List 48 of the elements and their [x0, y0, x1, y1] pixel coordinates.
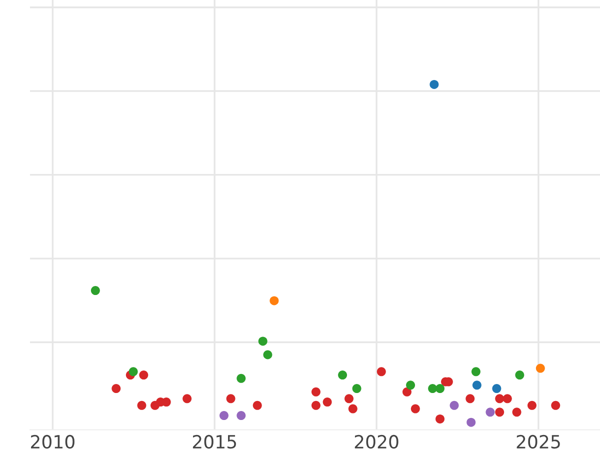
- point: [236, 374, 246, 383]
- x-tick-label: 2020: [354, 434, 398, 449]
- point: [471, 367, 480, 376]
- point: [128, 367, 138, 376]
- point: [376, 367, 386, 376]
- point: [226, 394, 236, 404]
- x-tick-label: 2015: [192, 434, 236, 449]
- point: [430, 80, 439, 89]
- point: [406, 380, 416, 390]
- point: [515, 370, 524, 380]
- x-tick-label: 2025: [516, 434, 560, 449]
- point: [428, 384, 438, 394]
- point: [472, 380, 482, 390]
- point: [512, 408, 522, 417]
- x-tick-label: 2010: [31, 434, 74, 449]
- point: [219, 411, 228, 420]
- point: [137, 400, 146, 410]
- point: [338, 370, 348, 380]
- point: [436, 414, 445, 424]
- point: [112, 384, 121, 394]
- point: [495, 394, 504, 404]
- point: [450, 400, 459, 410]
- point: [139, 370, 148, 380]
- point: [348, 404, 358, 414]
- point: [270, 296, 279, 306]
- point: [536, 364, 545, 373]
- point: [551, 400, 560, 410]
- point: [344, 394, 354, 404]
- point: [402, 387, 412, 396]
- point: [352, 384, 362, 394]
- point: [258, 336, 268, 346]
- point: [495, 408, 504, 417]
- point: [527, 400, 536, 410]
- point: [492, 384, 502, 394]
- point: [90, 286, 100, 296]
- point: [436, 384, 445, 394]
- point: [311, 400, 320, 410]
- point: [502, 394, 512, 404]
- point: [252, 400, 262, 410]
- point: [466, 418, 476, 427]
- point: [263, 350, 272, 360]
- point: [311, 387, 320, 396]
- point: [236, 411, 246, 420]
- point: [466, 394, 475, 404]
- point: [410, 404, 420, 414]
- point: [322, 398, 332, 407]
- point: [182, 394, 192, 404]
- point: [486, 408, 495, 417]
